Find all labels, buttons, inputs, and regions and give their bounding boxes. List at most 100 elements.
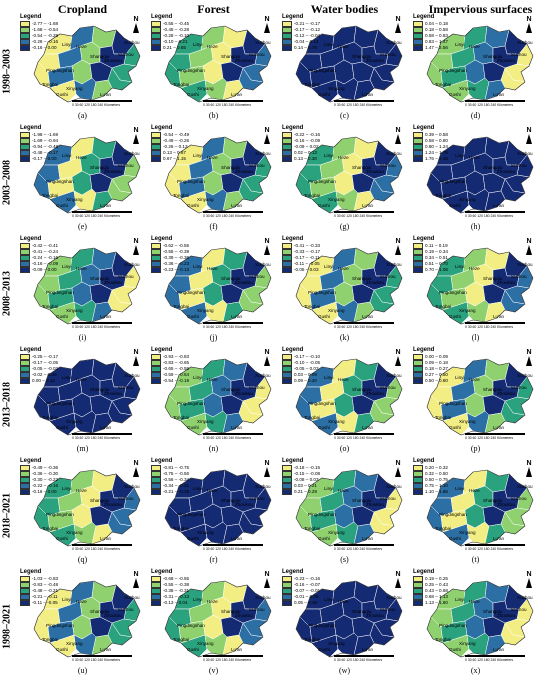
city-label: Lu'an <box>493 314 505 319</box>
legend-range: -0.38 – -0.31 <box>163 588 190 594</box>
map-legend: Legend -0.23 – -0.16 -0.16 – -0.07 -0.07 – … <box>282 569 320 606</box>
city-label: Xinyang <box>459 197 476 202</box>
legend-swatch <box>20 366 30 372</box>
city-label: Tongbai <box>435 526 452 531</box>
city-label: Linyi <box>193 153 203 158</box>
legend-swatch <box>413 360 423 366</box>
legend-entry: -0.21 – -0.17 <box>282 21 320 27</box>
panel-label: (v) <box>208 666 219 675</box>
city-label: Shangqiu <box>483 276 503 281</box>
legend-swatch <box>151 261 161 267</box>
city-label: Pingdingshan <box>46 623 74 628</box>
north-arrow-icon: N <box>264 349 270 366</box>
scale-bar: 0 30 60 120 180 240 Kilometers <box>72 211 132 218</box>
city-label: Zhoukou <box>366 169 384 174</box>
city-label: Pingdingshan <box>439 623 467 628</box>
legend-entry: -0.16 – -0.09 <box>282 138 320 144</box>
legend-range: 0.70 – 1.06 <box>425 267 448 273</box>
column-header-cropland: Cropland <box>57 2 108 16</box>
legend-range: -0.16 – -0.07 <box>294 582 321 588</box>
legend-swatch <box>413 27 423 33</box>
city-label: Zhoukou <box>235 58 253 63</box>
city-label: Shangqiu <box>352 54 372 59</box>
city-label: Lu'an <box>100 314 112 319</box>
north-arrow-icon: N <box>526 571 532 588</box>
legend-range: -0.65 – -0.59 <box>163 366 190 372</box>
map-panel: Linyi Heze Shangqiu Zhoukou Pingdingshan Xiny… <box>20 125 145 221</box>
city-label: Gushi <box>187 425 200 430</box>
north-arrow-icon: N <box>526 460 532 477</box>
legend-swatch <box>282 33 292 39</box>
city-label: Gushi <box>318 203 331 208</box>
legend-swatch <box>151 576 161 582</box>
legend-entry: 0.67 – 1.15 <box>151 156 189 162</box>
legend-entry: -0.13 – 0.04 <box>151 600 189 606</box>
map-legend: Legend -0.93 – -0.83 -0.83 – -0.65 -0.65 – … <box>151 347 189 384</box>
legend-swatch <box>413 249 423 255</box>
city-label: Suzhou <box>380 274 396 279</box>
legend-entry: 0.58 – 0.80 <box>413 138 448 144</box>
city-label: Linyi <box>324 375 334 380</box>
north-arrow-icon: N <box>133 571 139 588</box>
legend-range: -0.26 – 0.13 <box>163 144 188 150</box>
city-label: Xuzhou <box>517 484 533 489</box>
legend-entry: -0.02 – 0.00 <box>20 372 58 378</box>
city-label: Xuzhou <box>386 40 402 45</box>
legend-entry: -0.23 – -0.16 <box>282 576 320 582</box>
map-legend: Legend -0.17 – -0.10 -0.10 – -0.05 -0.05 – … <box>282 347 320 384</box>
choropleth-map <box>164 136 272 214</box>
city-label: Shangqiu <box>221 54 241 59</box>
city-label: Pingdingshan <box>439 179 467 184</box>
legend-swatch <box>151 489 161 495</box>
city-label: Xuzhou <box>517 262 533 267</box>
legend-range: -0.54 – -0.49 <box>163 132 190 138</box>
map-legend: Legend 0.00 – 0.09 0.09 – 0.18 0.18 – 0.27 0… <box>413 347 448 384</box>
choropleth-map <box>426 25 534 103</box>
city-label: Xuzhou <box>255 373 271 378</box>
legend-entry: -0.93 – -0.83 <box>151 354 189 360</box>
city-label: Gushi <box>56 647 69 652</box>
legend-title: Legend <box>151 458 173 464</box>
city-label: Suzhou <box>511 274 527 279</box>
legend-entry: -0.62 – -0.55 <box>151 243 189 249</box>
legend-entry: 0.04 – 0.18 <box>413 21 448 27</box>
study-area-outline <box>164 25 272 103</box>
legend-title: Legend <box>413 458 435 464</box>
city-label: Gushi <box>56 92 69 97</box>
legend-range: -0.28 – -0.10 <box>163 33 190 39</box>
legend-swatch <box>282 600 292 606</box>
legend-swatch <box>413 45 423 51</box>
map-legend: Legend 0.04 – 0.18 0.18 – 0.58 0.58 – 0.83 0… <box>413 14 448 51</box>
study-area-outline <box>426 136 534 214</box>
legend-entry: 0.20 – 0.32 <box>413 465 448 471</box>
legend-range: 0.21 – 0.29 <box>294 489 317 495</box>
legend-title: Legend <box>282 569 304 575</box>
legend-range: 0.50 – 0.75 <box>425 477 448 483</box>
legend-swatch <box>413 261 423 267</box>
city-label: Suzhou <box>249 274 265 279</box>
legend-swatch <box>20 39 30 45</box>
city-label: Zhoukou <box>104 280 122 285</box>
city-label: Lu'an <box>100 647 112 652</box>
study-area-outline <box>295 136 403 214</box>
legend-swatch <box>413 588 423 594</box>
map-panel: Linyi Heze Shangqiu Zhoukou Pingdingshan Xiny… <box>20 569 145 665</box>
legend-swatch <box>413 600 423 606</box>
city-label: Tongbai <box>304 82 321 87</box>
city-label: Suzhou <box>511 607 527 612</box>
city-label: Pingdingshan <box>177 179 205 184</box>
legend-range: 0.19 – 0.25 <box>425 576 448 582</box>
legend-entry: 1.76 – 2.45 <box>413 156 448 162</box>
city-label: Heze <box>469 44 480 49</box>
city-label: Heze <box>76 155 87 160</box>
study-area-outline <box>164 580 272 658</box>
legend-swatch <box>151 132 161 138</box>
city-label: Pingdingshan <box>177 512 205 517</box>
legend-range: -0.81 – -0.75 <box>163 465 190 471</box>
map-legend: Legend 0.20 – 0.32 0.32 – 0.50 0.50 – 0.75 0… <box>413 458 448 495</box>
legend-swatch <box>282 150 292 156</box>
panel-label: (u) <box>77 666 88 675</box>
city-label: Heze <box>76 488 87 493</box>
city-label: Heze <box>207 488 218 493</box>
legend-entry: 1.10 – 1.86 <box>413 489 448 495</box>
